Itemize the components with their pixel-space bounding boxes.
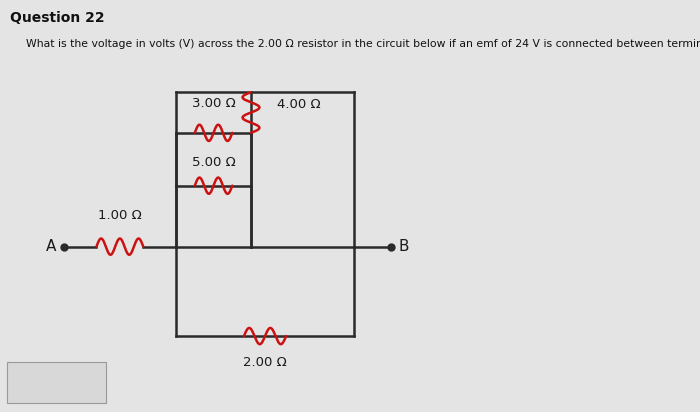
Text: 3.00 Ω: 3.00 Ω — [192, 98, 235, 110]
Text: What is the voltage in volts (V) across the 2.00 Ω resistor in the circuit below: What is the voltage in volts (V) across … — [26, 40, 700, 49]
Text: B: B — [398, 239, 409, 254]
Text: A: A — [46, 239, 57, 254]
FancyBboxPatch shape — [8, 363, 106, 403]
Text: 2.00 Ω: 2.00 Ω — [243, 356, 287, 370]
Text: 5.00 Ω: 5.00 Ω — [192, 157, 235, 169]
Text: Question 22: Question 22 — [10, 11, 104, 25]
Text: 1.00 Ω: 1.00 Ω — [98, 209, 141, 222]
Text: 4.00 Ω: 4.00 Ω — [276, 98, 321, 111]
